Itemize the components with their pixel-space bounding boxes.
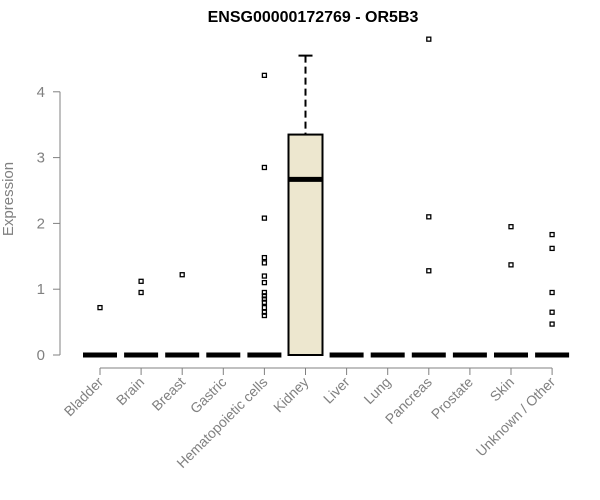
outlier-point (138, 278, 144, 284)
box-group (83, 304, 117, 358)
plot-area (83, 36, 570, 358)
outlier-point (261, 289, 268, 296)
outlier-point (261, 254, 268, 261)
outlier-point (426, 268, 432, 274)
outlier-point (138, 289, 144, 296)
y-axis-label: Expression (0, 162, 17, 236)
x-tick-label: Liver (320, 374, 353, 407)
outlier-point (549, 289, 555, 296)
outlier-point (261, 293, 268, 299)
outlier-point (508, 262, 514, 268)
outlier-point (261, 164, 268, 171)
y-tick-label: 1 (37, 281, 45, 298)
outlier-point (261, 72, 268, 78)
x-tick-label: Bladder (61, 374, 107, 420)
x-tick-label: Skin (487, 374, 518, 405)
box-group (247, 72, 282, 358)
box-group (535, 231, 570, 358)
box-group (124, 278, 159, 358)
box-group (494, 224, 528, 358)
x-tick-label: Breast (148, 374, 188, 414)
outlier-point (261, 296, 268, 302)
box-group (287, 54, 324, 356)
y-tick-label: 0 (37, 347, 45, 364)
outlier-point (261, 279, 268, 286)
outlier-point (549, 309, 555, 315)
y-tick-label: 4 (37, 84, 45, 101)
x-tick-label: Brain (113, 374, 147, 408)
outlier-point (549, 231, 555, 238)
outlier-point (426, 36, 432, 42)
x-tick-label: Lung (360, 374, 393, 407)
outlier-point (426, 214, 432, 220)
x-tick-label: Prostate (428, 374, 476, 422)
box-group (165, 272, 200, 358)
x-tick-label: Kidney (270, 374, 312, 416)
chart-title: ENSG00000172769 - OR5B3 (208, 9, 419, 26)
outlier-point (549, 245, 555, 252)
outlier-point (261, 260, 268, 266)
y-axis: 0 1 2 3 4 (37, 84, 61, 364)
outlier-point (179, 272, 185, 278)
outlier-point (261, 312, 268, 319)
outlier-point (97, 304, 103, 311)
outlier-point (508, 224, 514, 230)
outlier-point (549, 321, 555, 327)
y-tick-label: 2 (37, 215, 45, 232)
box-group (411, 36, 446, 358)
outlier-point (261, 215, 268, 221)
outlier-point (261, 273, 268, 279)
box (287, 133, 324, 356)
outlier-point (261, 299, 268, 306)
outlier-point (261, 309, 268, 315)
outlier-point (261, 304, 268, 311)
y-tick-label: 3 (37, 150, 45, 167)
